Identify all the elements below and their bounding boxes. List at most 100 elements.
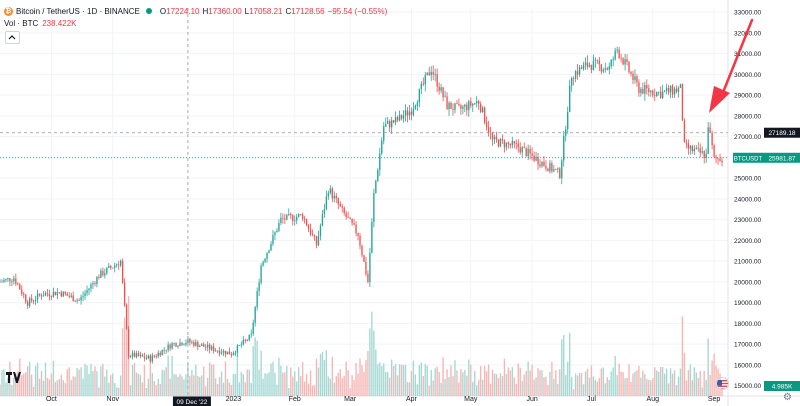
candle-body [90,284,92,289]
candle-body [381,140,383,154]
volume-bar [260,350,262,396]
volume-bar [116,387,118,396]
candle-body [203,344,205,347]
candle-body [541,161,543,167]
candle-body [197,342,199,348]
volume-bar [521,381,523,396]
volume-bar [527,361,529,396]
volume-bar [42,380,45,396]
volume-bar [294,371,296,396]
collapse-legend-button[interactable] [5,31,20,44]
volume-bar [280,365,282,396]
volume-bar [282,372,284,396]
candle-body [60,292,63,297]
volume-bar [379,362,381,396]
volume-bar [652,378,654,396]
candle-body [66,293,68,296]
volume-label[interactable]: Vol · BTC [4,18,39,28]
candle-body [353,223,355,225]
symbol-title[interactable]: Bitcoin / TetherUS · 1D · BINANCE [16,6,140,16]
time-axis[interactable]: Oct Nov 2023 Feb Mar Apr May Jun Jul Aug Sep [46,396,720,403]
candle-body [137,353,140,357]
volume-bar [570,377,573,396]
y-tick-label: 29000.00 [734,93,761,100]
volume-bar [687,370,690,396]
volume-bar [563,335,565,396]
volume-bar [620,371,622,396]
candle-body [640,88,642,94]
candle-body [270,243,272,251]
volume-bar [622,372,624,396]
volume-bar [345,361,347,396]
candle-body [576,71,579,75]
candle-body [359,235,361,246]
candle-body [72,295,74,302]
volume-bar [424,363,426,396]
volume-bar [236,355,239,396]
y-tick-label: 25000.00 [734,176,761,183]
candle-body [529,148,531,154]
tradingview-logo-icon[interactable] [6,372,22,386]
volume-bar [468,359,470,396]
us-flag-icon[interactable] [716,377,729,390]
candle-body [112,267,114,269]
candle-body [517,143,519,148]
volume-bar [137,373,140,396]
volume-bar [450,365,452,396]
candle-body [586,62,589,67]
candle-body [345,213,347,218]
volume-bar [436,366,438,396]
candle-body [539,164,541,167]
current-symbol-label: BTCUSDT [734,156,763,162]
candle-body [333,195,335,199]
candle-body [598,60,601,65]
price-axis[interactable]: 15000.00 16000.00 17000.00 18000.00 19000.00… [734,10,761,390]
volume-bar [355,363,357,396]
volume-bar [226,378,229,396]
candle-body [483,107,486,123]
candle-body [620,57,622,59]
volume-bar [632,373,634,396]
volume-bar [600,368,603,396]
volume-bar [503,358,506,396]
volume-bar [628,364,630,396]
candle-body [438,86,440,91]
volume-bar [499,373,502,396]
settings-gear-icon[interactable]: ⚙ [783,392,792,403]
candle-body [513,140,515,144]
volume-bar [40,370,43,396]
volume-bar [187,363,189,396]
volume-bar [119,375,122,396]
candle-body [297,214,300,217]
candle-body [402,115,405,119]
candle-body [205,346,207,348]
y-tick-label: 27000.00 [734,134,761,141]
candle-body [388,121,391,128]
candle-body [363,255,365,262]
candle-body [98,276,100,278]
arrow-shaft [720,18,754,97]
volume-bar [104,376,106,396]
volume-bar [143,364,146,396]
candle-body [580,67,583,69]
candle-body [476,101,478,104]
volume-bar [596,381,599,396]
volume-bar [414,374,417,396]
volume-bar [440,383,442,396]
candle-body [329,188,332,193]
candle-body [349,217,351,219]
candle-body [189,338,191,343]
volume-bar [493,373,496,396]
volume-bar [112,373,114,396]
volume-bar [129,385,132,396]
volume-bar [385,372,387,396]
x-tick-label: May [464,396,478,403]
volume-bar [371,311,373,396]
volume-bar [286,365,288,396]
volume-bar [557,383,559,396]
candle-body [214,350,217,352]
candle-body [434,74,436,75]
volume-bar [114,382,116,396]
volume-bar [195,364,197,396]
